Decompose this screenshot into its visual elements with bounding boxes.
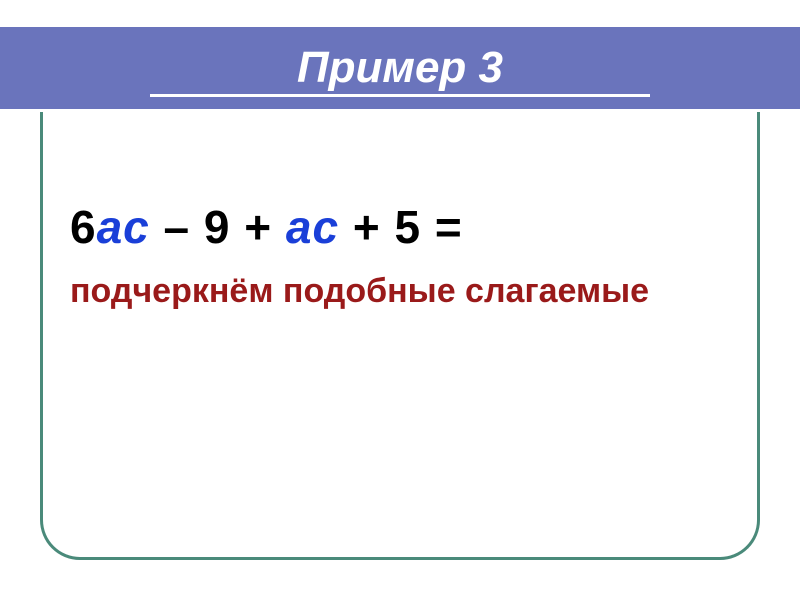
header-underline <box>150 94 650 97</box>
expr-part2: – 9 + <box>150 201 286 253</box>
expr-part3: + 5 = <box>339 201 463 253</box>
content-area: 6ас – 9 + ас + 5 = подчеркнём подобные с… <box>70 200 730 311</box>
expr-coef1: 6 <box>70 201 97 253</box>
expr-var1: ас <box>97 201 150 253</box>
slide-title: Пример 3 <box>297 43 503 93</box>
expr-var2: ас <box>286 201 339 253</box>
math-expression: 6ас – 9 + ас + 5 = <box>70 200 730 254</box>
header-bar: Пример 3 <box>0 24 800 112</box>
instruction-text: подчеркнём подобные слагаемые <box>70 272 730 311</box>
